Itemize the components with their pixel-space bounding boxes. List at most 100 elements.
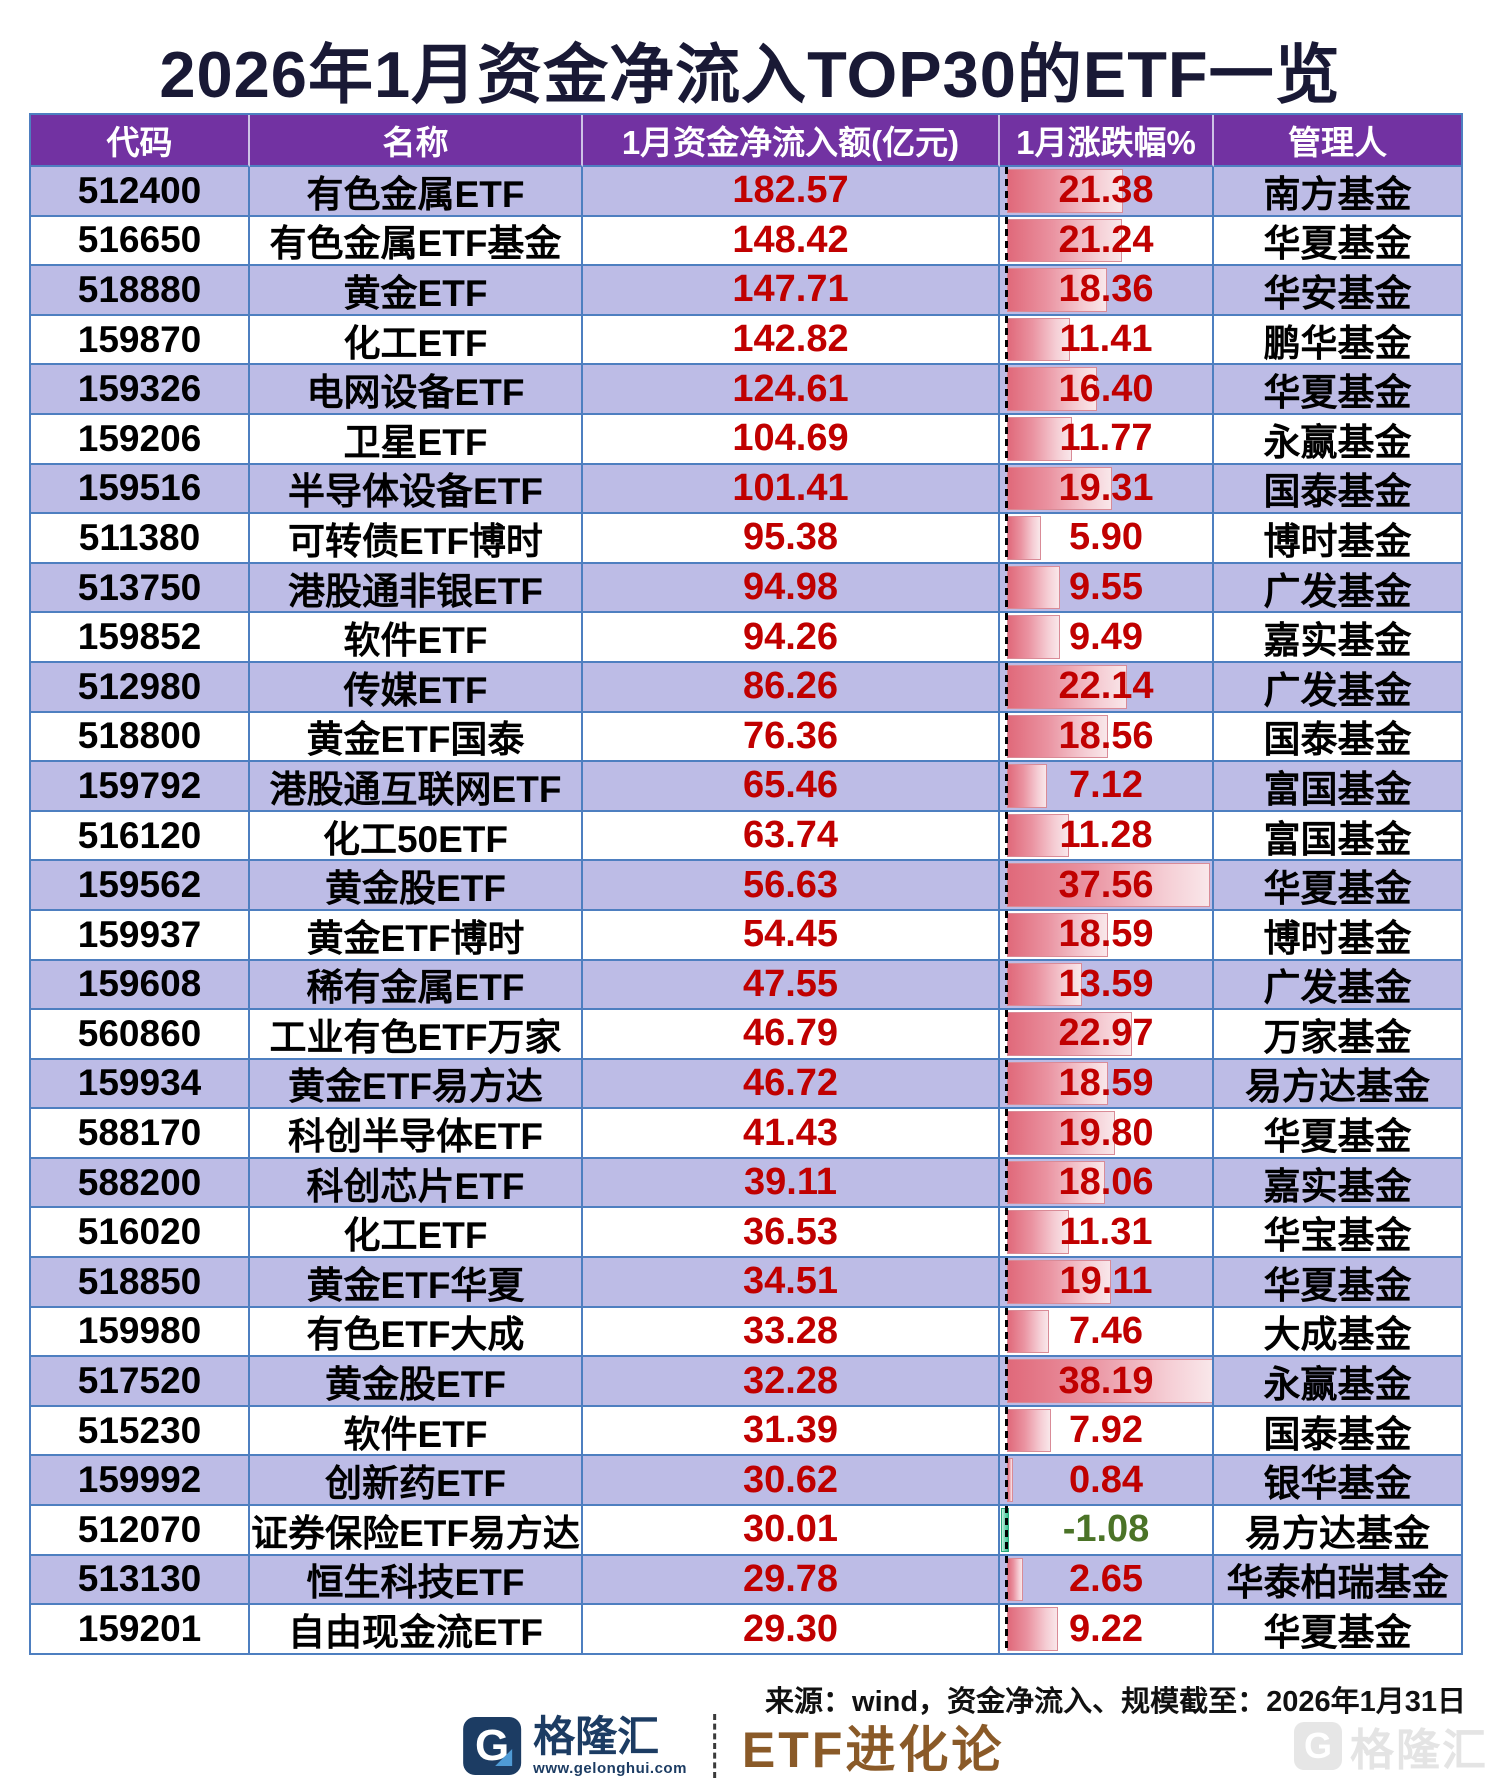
change-databar — [1007, 813, 1069, 858]
change-value: 19.31 — [1058, 466, 1154, 509]
zero-axis-line — [1005, 1506, 1008, 1554]
manager-name: 国泰基金 — [1214, 712, 1463, 763]
table-row: 512980 传媒ETF 86.26 22.14 广发基金 — [31, 662, 1463, 713]
change-value: 19.80 — [1058, 1111, 1154, 1154]
etf-name: 黄金ETF博时 — [250, 910, 583, 961]
etf-code: 516650 — [31, 216, 250, 267]
change-databar — [1007, 1111, 1115, 1155]
etf-name: 港股通互联网ETF — [250, 762, 583, 812]
table-row: 588170 科创半导体ETF 41.43 19.80 华夏基金 — [31, 1109, 1463, 1159]
etf-code: 516120 — [31, 811, 250, 862]
change-value: 21.24 — [1058, 218, 1154, 261]
change-value: 37.56 — [1058, 863, 1154, 906]
table-row: 159206 卫星ETF 104.69 11.77 永赢基金 — [31, 414, 1463, 465]
logo-triangle-icon — [495, 1749, 513, 1766]
change-value: 38.19 — [1058, 1359, 1154, 1402]
gelonghui-logo-text: 格隆汇 www.gelonghui.com — [533, 1713, 687, 1777]
change-value: 11.28 — [1059, 814, 1153, 857]
change-cell: 21.38 — [1000, 167, 1214, 217]
change-value: 11.77 — [1059, 417, 1153, 460]
etf-name: 化工50ETF — [250, 811, 583, 862]
etf-code: 159792 — [31, 762, 250, 812]
etf-code: 512070 — [31, 1506, 250, 1556]
table-row: 516120 化工50ETF 63.74 11.28 富国基金 — [31, 811, 1463, 862]
etf-code: 159852 — [31, 613, 250, 663]
etf-code: 159937 — [31, 910, 250, 961]
change-cell: 21.24 — [1000, 216, 1214, 267]
table-row: 159516 半导体设备ETF 101.41 19.31 国泰基金 — [31, 464, 1463, 515]
zero-axis-line — [1005, 1258, 1008, 1306]
brand-name: 格隆汇 — [533, 1713, 660, 1761]
change-cell: 38.19 — [1000, 1357, 1214, 1407]
change-databar — [1007, 912, 1108, 957]
etf-name: 黄金股ETF — [250, 1357, 583, 1407]
change-cell: 18.59 — [1000, 1059, 1214, 1110]
etf-name: 科创芯片ETF — [250, 1158, 583, 1209]
zero-axis-line — [1005, 315, 1008, 364]
zero-axis-line — [1005, 216, 1008, 265]
source-note: 来源：wind，资金净流入、规模截至：2026年1月31日 — [765, 1686, 1466, 1718]
zero-axis-line — [1005, 414, 1008, 463]
change-value: 9.49 — [1069, 615, 1143, 658]
etf-name: 软件ETF — [250, 613, 583, 663]
change-databar — [1007, 1607, 1058, 1651]
change-cell: 2.65 — [1000, 1555, 1214, 1606]
table-row: 511380 可转债ETF博时 95.38 5.90 博时基金 — [31, 514, 1463, 564]
change-databar — [1007, 1012, 1132, 1056]
etf-name: 自由现金流ETF — [250, 1605, 583, 1655]
table-row: 159852 软件ETF 94.26 9.49 嘉实基金 — [31, 613, 1463, 663]
inflow-value: 76.36 — [583, 712, 1000, 763]
zero-axis-line — [1005, 811, 1008, 860]
manager-name: 嘉实基金 — [1214, 613, 1463, 663]
zero-axis-line — [1005, 960, 1008, 1009]
table-row: 159934 黄金ETF易方达 46.72 18.59 易方达基金 — [31, 1059, 1463, 1110]
etf-name: 可转债ETF博时 — [250, 514, 583, 564]
change-databar — [1007, 169, 1123, 213]
inflow-value: 148.42 — [583, 216, 1000, 267]
inflow-value: 33.28 — [583, 1307, 1000, 1358]
manager-name: 易方达基金 — [1214, 1506, 1463, 1556]
change-databar — [1007, 1359, 1212, 1403]
inflow-value: 142.82 — [583, 315, 1000, 366]
change-value: 22.14 — [1058, 665, 1154, 708]
etf-code: 588170 — [31, 1109, 250, 1159]
manager-name: 广发基金 — [1214, 960, 1463, 1011]
etf-code: 515230 — [31, 1406, 250, 1457]
change-cell: 13.59 — [1000, 960, 1214, 1011]
etf-name: 黄金股ETF — [250, 861, 583, 911]
change-databar — [1007, 565, 1060, 610]
zero-axis-line — [1005, 613, 1008, 661]
table-row: 159562 黄金股ETF 56.63 37.56 华夏基金 — [31, 861, 1463, 911]
change-cell: 9.55 — [1000, 563, 1214, 614]
etf-name: 传媒ETF — [250, 662, 583, 713]
table-row: 517520 黄金股ETF 32.28 38.19 永赢基金 — [31, 1357, 1463, 1407]
zero-axis-line — [1005, 464, 1008, 513]
manager-name: 富国基金 — [1214, 811, 1463, 862]
manager-name: 永赢基金 — [1214, 1357, 1463, 1407]
etf-name: 卫星ETF — [250, 414, 583, 465]
etf-name: 有色ETF大成 — [250, 1307, 583, 1358]
inflow-value: 94.26 — [583, 613, 1000, 663]
change-cell: 18.36 — [1000, 266, 1214, 316]
table-row: 159792 港股通互联网ETF 65.46 7.12 富国基金 — [31, 762, 1463, 812]
change-value: 18.59 — [1058, 1061, 1154, 1104]
change-value: -1.08 — [1062, 1508, 1150, 1551]
etf-name: 黄金ETF — [250, 266, 583, 316]
table-row: 515230 软件ETF 31.39 7.92 国泰基金 — [31, 1406, 1463, 1457]
column-header-name: 名称 — [250, 115, 583, 167]
table-row: 512400 有色金属ETF 182.57 21.38 南方基金 — [31, 167, 1463, 217]
change-cell: 37.56 — [1000, 861, 1214, 911]
zero-axis-line — [1005, 167, 1008, 215]
etf-name: 稀有金属ETF — [250, 960, 583, 1011]
change-value: 7.12 — [1069, 764, 1143, 807]
etf-name: 证券保险ETF易方达 — [250, 1506, 583, 1556]
zero-axis-line — [1005, 662, 1008, 711]
inflow-value: 63.74 — [583, 811, 1000, 862]
etf-name: 黄金ETF国泰 — [250, 712, 583, 763]
manager-name: 银华基金 — [1214, 1456, 1463, 1507]
inflow-value: 56.63 — [583, 861, 1000, 911]
change-databar — [1007, 664, 1127, 709]
table-row: 516020 化工ETF 36.53 11.31 华宝基金 — [31, 1208, 1463, 1259]
manager-name: 华夏基金 — [1214, 365, 1463, 415]
change-databar — [1007, 416, 1072, 461]
